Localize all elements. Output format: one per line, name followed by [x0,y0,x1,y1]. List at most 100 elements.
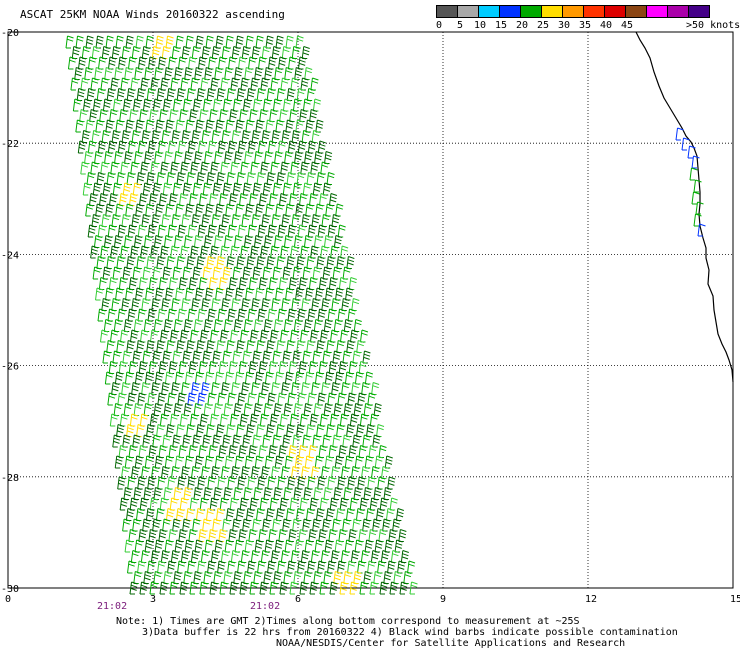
wind-barb [264,539,273,553]
wind-barb [115,203,124,217]
wind-barb [327,224,336,238]
wind-barb [282,434,291,448]
wind-barb [129,497,138,511]
wind-barb [141,382,150,395]
wind-barb [251,298,260,311]
wind-barb [302,350,311,364]
wind-barb [305,508,315,521]
wind-barb [125,203,134,217]
legend-tick-label: 0 [436,20,443,31]
wind-barb [347,392,356,406]
wind-barb [376,424,385,437]
wind-barb [212,266,221,280]
wind-barb [152,434,161,448]
wind-barb [255,203,264,217]
wind-barb [167,224,176,238]
wind-barb [277,140,286,154]
wind-barb [214,539,223,553]
wind-barb [161,130,170,143]
wind-barb [177,308,186,322]
wind-barb [106,256,115,269]
wind-barb [279,109,288,122]
wind-barb [332,266,341,280]
wind-barb [283,403,292,416]
wind-barb [294,151,303,164]
wind-barb [251,130,260,143]
axis-labels: 0 3 6 9 12 15 -20 -22 -24 -26 -28 -30 21:02 21:02 [1,28,740,612]
wind-barb [275,287,284,301]
wind-barb [390,550,399,563]
wind-barb [297,56,307,70]
wind-barb [315,119,324,133]
wind-barb [121,46,130,59]
wind-barb [105,119,114,133]
wind-barb [242,518,251,532]
wind-barb [246,340,255,353]
wind-barb [260,161,269,175]
wind-barb [117,224,126,238]
wind-barb [241,46,250,59]
wind-barb [154,151,163,164]
wind-barb [356,340,365,353]
wind-barb [193,487,202,500]
wind-barb [231,298,240,311]
wind-barb [124,371,134,385]
wind-barb [272,350,281,364]
wind-barb [379,581,388,595]
wind-barb [291,130,300,143]
wind-barb [250,550,259,563]
wind-barb [193,403,202,416]
wind-barb [303,319,312,332]
wind-barb [229,329,239,343]
wind-barb [155,203,164,217]
wind-barb [129,413,138,427]
wind-barb [101,130,110,143]
wind-barb [261,214,270,227]
wind-barb [104,151,113,164]
wind-barb [288,529,297,542]
wind-barb [288,193,298,206]
wind-barb [245,35,254,49]
wind-barb [335,287,344,301]
wind-barb [156,340,165,353]
wind-barb [152,98,162,112]
wind-barb [344,455,353,469]
wind-barb [257,308,266,322]
wind-barb [318,361,327,374]
wind-barb [114,151,123,164]
wind-barb [172,182,181,196]
wind-barb [183,487,192,500]
wind-barb [239,109,248,122]
wind-barb [203,403,212,416]
wind-barb [252,98,262,112]
wind-barb [358,529,367,542]
wind-barb [334,371,344,385]
wind-barb [279,581,288,595]
wind-barb [314,539,323,553]
wind-barb [154,67,163,80]
wind-barb [227,392,236,406]
wind-barb [287,308,296,322]
wind-barb [131,214,140,227]
wind-barb [201,130,210,143]
wind-barb [177,392,186,406]
wind-barb [105,35,114,49]
wind-barb [82,182,91,196]
wind-barb [350,550,359,563]
wind-barb [263,571,272,584]
wind-barb [196,340,205,353]
wind-barb [155,508,165,521]
lon-tick-label: 0 [5,594,11,605]
wind-barb [306,88,315,101]
wind-barb [277,224,286,238]
wind-barb [134,151,143,164]
wind-barb [250,77,259,91]
wind-barb [315,508,325,521]
wind-barb [331,382,340,395]
wind-barb [218,193,228,206]
wind-barb [236,340,245,353]
wind-barb [278,529,287,542]
wind-barb [127,308,136,322]
wind-barb [339,329,349,343]
wind-barb [267,476,276,490]
